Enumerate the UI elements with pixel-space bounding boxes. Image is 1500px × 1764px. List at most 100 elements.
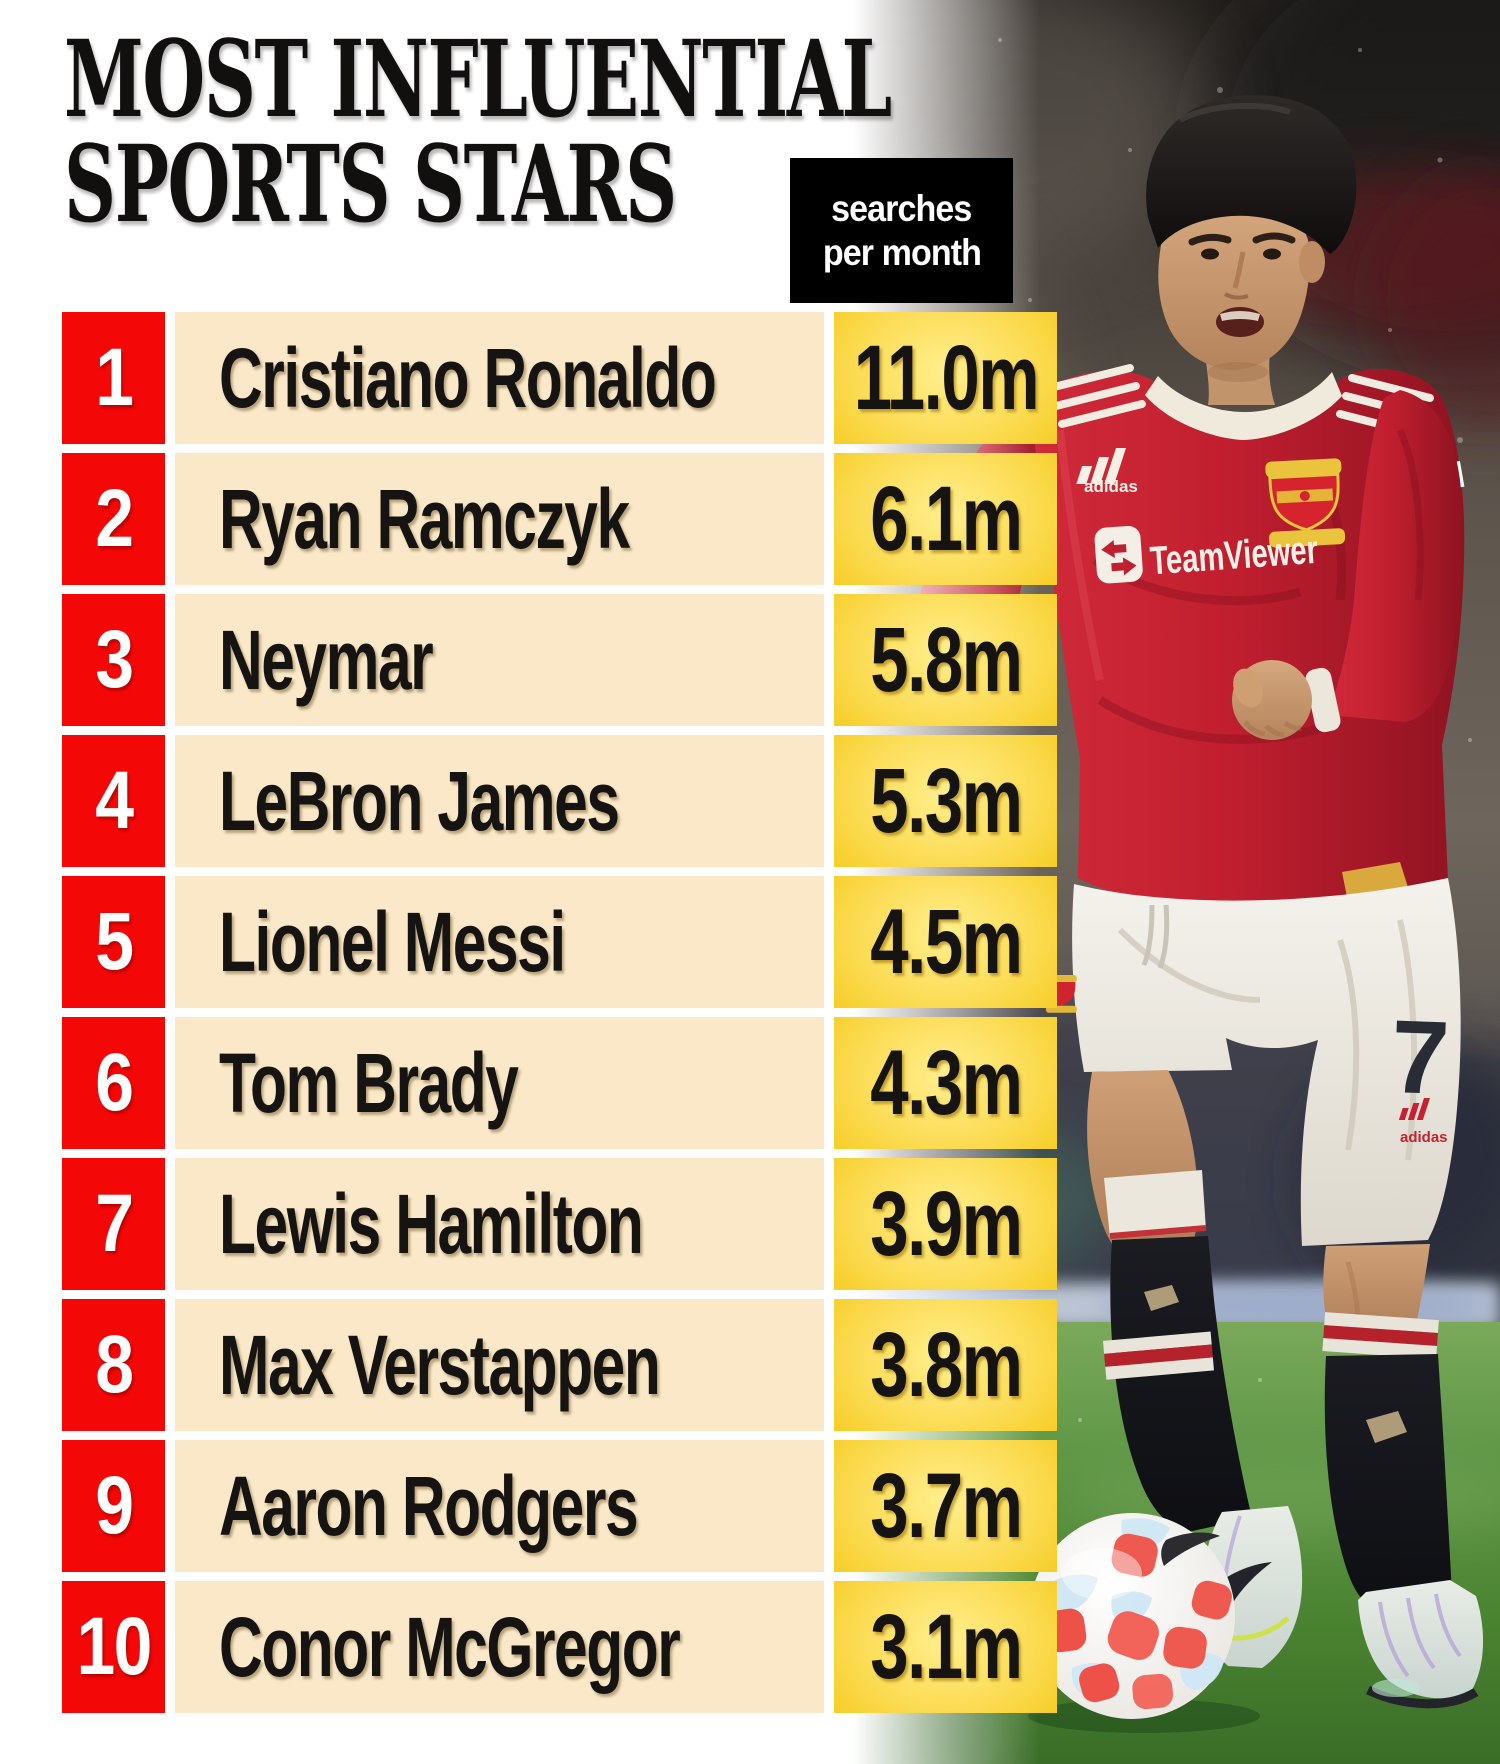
page-title: MOST INFLUENTIAL SPORTS STARS xyxy=(64,16,1280,237)
rank-badge: 4 xyxy=(62,735,165,867)
rank-badge: 10 xyxy=(62,1581,165,1713)
table-row: 8 Max Verstappen 3.8m xyxy=(62,1299,1057,1431)
searches-value-cell: 4.3m xyxy=(834,1017,1057,1149)
searches-value-cell: 11.0m xyxy=(834,312,1057,444)
athlete-name-cell: Aaron Rodgers xyxy=(175,1440,824,1572)
front-sock xyxy=(1324,1354,1452,1604)
rank-badge: 3 xyxy=(62,594,165,726)
rank-number: 1 xyxy=(94,332,134,423)
ball-swoosh xyxy=(1161,1532,1220,1566)
searches-value: 11.0m xyxy=(853,326,1039,429)
athlete-name: Neymar xyxy=(219,612,434,707)
searches-value: 3.7m xyxy=(869,1454,1023,1557)
adidas-chest-logo: adidas xyxy=(1076,448,1138,496)
searches-value: 3.9m xyxy=(869,1172,1023,1275)
athlete-name: Aaron Rodgers xyxy=(219,1458,639,1553)
athlete-name: Ryan Ramczyk xyxy=(219,471,630,566)
rank-badge: 7 xyxy=(62,1158,165,1290)
unit-header-box: searches per month xyxy=(790,158,1013,303)
athlete-name: Conor McGregor xyxy=(219,1599,681,1694)
table-row: 1 Cristiano Ronaldo 11.0m xyxy=(62,312,1057,444)
rank-badge: 2 xyxy=(62,453,165,585)
rank-number: 2 xyxy=(94,473,134,564)
athlete-name: Max Verstappen xyxy=(219,1317,661,1412)
hair xyxy=(1146,95,1357,254)
table-row: 3 Neymar 5.8m xyxy=(62,594,1057,726)
manchester-united-crest xyxy=(1265,458,1346,548)
player-figure: adidas KOH xyxy=(912,95,1484,1709)
searches-value-cell: 3.7m xyxy=(834,1440,1057,1572)
table-row: 10 Conor McGregor 3.1m xyxy=(62,1581,1057,1713)
rank-badge: 8 xyxy=(62,1299,165,1431)
eyebrow-right xyxy=(1252,232,1296,244)
rank-number: 8 xyxy=(94,1319,134,1410)
rank-badge: 6 xyxy=(62,1017,165,1149)
athlete-name-cell: Conor McGregor xyxy=(175,1581,824,1713)
table-row: 5 Lionel Messi 4.5m xyxy=(62,876,1057,1008)
adidas-shorts-text: adidas xyxy=(1400,1129,1448,1146)
searches-value-cell: 4.5m xyxy=(834,876,1057,1008)
rank-number: 4 xyxy=(94,755,134,846)
athlete-name-cell: Tom Brady xyxy=(175,1017,824,1149)
searches-value: 4.5m xyxy=(869,890,1023,993)
athlete-name: Lionel Messi xyxy=(219,894,566,989)
table-row: 6 Tom Brady 4.3m xyxy=(62,1017,1057,1149)
collar xyxy=(1145,372,1342,440)
rank-badge: 9 xyxy=(62,1440,165,1572)
rank-number: 9 xyxy=(94,1460,134,1551)
searches-value: 6.1m xyxy=(869,467,1023,570)
jersey-torso xyxy=(1030,368,1465,915)
sock-fold-band xyxy=(1104,1170,1206,1238)
boot-streaks xyxy=(1378,1593,1462,1678)
adidas-chest-text: adidas xyxy=(1084,477,1138,496)
adidas-shorts-logo: adidas xyxy=(1398,1098,1448,1146)
unit-header-line-2: per month xyxy=(822,231,981,273)
rank-number: 7 xyxy=(94,1178,134,1269)
searches-value-cell: 6.1m xyxy=(834,453,1057,585)
ranking-list: 1 Cristiano Ronaldo 11.0m 2 Ryan Ramczyk… xyxy=(62,312,1057,1713)
shorts-number: 7 xyxy=(1389,999,1451,1117)
table-row: 9 Aaron Rodgers 3.7m xyxy=(62,1440,1057,1572)
unit-header-line-1: searches xyxy=(831,187,972,229)
teeth xyxy=(1220,311,1260,321)
rank-badge: 5 xyxy=(62,876,165,1008)
back-sock xyxy=(1110,1236,1252,1532)
athlete-name-cell: Neymar xyxy=(175,594,824,726)
teamviewer-icon xyxy=(1094,525,1143,584)
athlete-name: LeBron James xyxy=(219,753,620,848)
athlete-name-cell: Lewis Hamilton xyxy=(175,1158,824,1290)
shorts-folds xyxy=(1117,919,1418,1161)
front-sock-stripes xyxy=(1322,1312,1439,1359)
searches-value-cell: 3.9m xyxy=(834,1158,1057,1290)
ear xyxy=(1299,241,1325,283)
rank-number: 6 xyxy=(94,1037,134,1128)
near-arm-sleeve xyxy=(1328,390,1464,722)
wrist-cuff xyxy=(1305,667,1341,733)
sock-devil-left xyxy=(1144,1285,1179,1311)
athlete-name-cell: Ryan Ramczyk xyxy=(175,453,824,585)
searches-value: 3.8m xyxy=(869,1313,1023,1416)
athlete-name: Cristiano Ronaldo xyxy=(219,330,717,425)
eye-left xyxy=(1201,248,1219,260)
searches-value: 5.8m xyxy=(869,608,1023,711)
athlete-name: Lewis Hamilton xyxy=(219,1176,644,1271)
searches-value-cell: 5.8m xyxy=(834,594,1057,726)
athlete-name-cell: Max Verstappen xyxy=(175,1299,824,1431)
searches-value-cell: 5.3m xyxy=(834,735,1057,867)
rank-number: 3 xyxy=(94,614,134,705)
title-line-1: MOST INFLUENTIAL xyxy=(64,16,892,141)
searches-value: 4.3m xyxy=(869,1031,1023,1134)
searches-value-cell: 3.8m xyxy=(834,1299,1057,1431)
table-row: 2 Ryan Ramczyk 6.1m xyxy=(62,453,1057,585)
rank-badge: 1 xyxy=(62,312,165,444)
rank-number: 5 xyxy=(94,896,134,987)
table-row: 4 LeBron James 5.3m xyxy=(62,735,1057,867)
searches-value: 3.1m xyxy=(869,1595,1023,1698)
drawstring xyxy=(1141,904,1170,969)
athlete-name-cell: LeBron James xyxy=(175,735,824,867)
searches-value-cell: 3.1m xyxy=(834,1581,1057,1713)
searches-value: 5.3m xyxy=(869,749,1023,852)
athlete-name: Tom Brady xyxy=(219,1035,519,1130)
eye-right xyxy=(1263,248,1281,260)
